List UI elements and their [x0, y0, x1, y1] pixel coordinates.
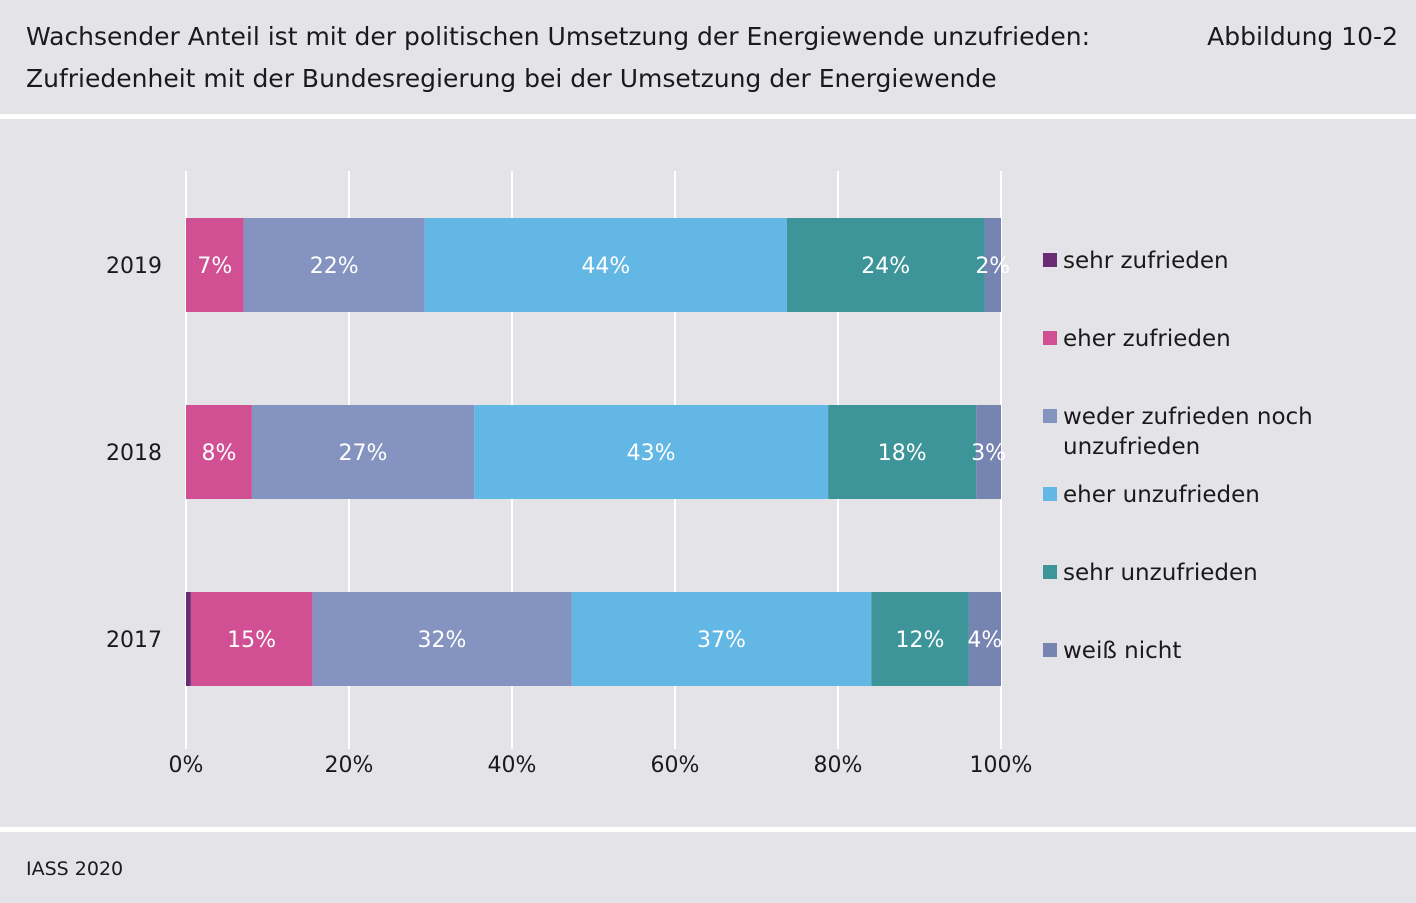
legend-swatch — [1043, 565, 1057, 579]
bar-segment — [474, 405, 829, 499]
x-tick-label: 60% — [651, 753, 700, 778]
header-divider — [0, 114, 1416, 119]
legend-swatch — [1043, 253, 1057, 267]
legend-label: eher unzufrieden — [1063, 482, 1260, 508]
data-label: 43% — [627, 441, 676, 466]
x-tick-label: 0% — [169, 753, 204, 778]
data-label: 44% — [581, 254, 630, 279]
bar-segment — [251, 405, 475, 499]
legend-swatch — [1043, 409, 1057, 423]
header: Wachsender Anteil ist mit der politische… — [0, 0, 1416, 114]
data-label: 4% — [967, 628, 1002, 653]
data-label: 8% — [201, 441, 236, 466]
bar-segment — [976, 405, 1001, 499]
chart-subtitle: Zufriedenheit mit der Bundesregierung be… — [26, 64, 997, 93]
data-label: 15% — [227, 628, 276, 653]
bar-segment — [871, 592, 969, 686]
legend-label: sehr unzufrieden — [1063, 560, 1258, 586]
legend-label: weder zufrieden noch — [1063, 404, 1313, 430]
legend-label: weiß nicht — [1063, 638, 1181, 664]
source-label: IASS 2020 — [26, 858, 124, 880]
x-tick-label: 80% — [814, 753, 863, 778]
legend-swatch — [1043, 487, 1057, 501]
bar-segment — [571, 592, 872, 686]
bar-segment — [190, 592, 313, 686]
data-label: 27% — [339, 441, 388, 466]
x-tick-label: 20% — [325, 753, 374, 778]
bar-segment — [186, 218, 244, 312]
legend-label: sehr zufrieden — [1063, 248, 1229, 274]
data-label: 3% — [971, 441, 1006, 466]
figure-number: Abbildung 10-2 — [1207, 22, 1398, 51]
x-tick-label: 40% — [488, 753, 537, 778]
chart-title: Wachsender Anteil ist mit der politische… — [26, 22, 1091, 51]
bar-chart: 0% 20% 40% 60% 80% 100% 2019 7% 22% 44% 24% 2% 2018 8… — [106, 171, 1313, 778]
y-tick-label: 2019 — [106, 254, 162, 279]
bar-segment — [243, 218, 425, 312]
data-label: 32% — [418, 628, 467, 653]
legend-label: unzufrieden — [1063, 434, 1200, 460]
legend-swatch — [1043, 643, 1057, 657]
data-label: 7% — [197, 254, 232, 279]
y-tick-label: 2017 — [106, 628, 162, 653]
footer-divider — [0, 827, 1416, 832]
bar-segment — [424, 218, 787, 312]
data-label: 18% — [878, 441, 927, 466]
data-label: 12% — [896, 628, 945, 653]
legend-swatch — [1043, 331, 1057, 345]
legend-label: eher zufrieden — [1063, 326, 1231, 352]
bar-segment — [186, 592, 191, 686]
y-tick-label: 2018 — [106, 441, 162, 466]
data-label: 37% — [697, 628, 746, 653]
data-label: 24% — [861, 254, 910, 279]
bar-segment — [828, 405, 977, 499]
data-label: 2% — [975, 254, 1010, 279]
bar-segment — [984, 218, 1001, 312]
bar-segment — [186, 405, 252, 499]
bar-segment — [786, 218, 985, 312]
data-label: 22% — [310, 254, 359, 279]
bar-segment — [312, 592, 572, 686]
bar-segment — [968, 592, 1001, 686]
x-tick-label: 100% — [970, 753, 1033, 778]
